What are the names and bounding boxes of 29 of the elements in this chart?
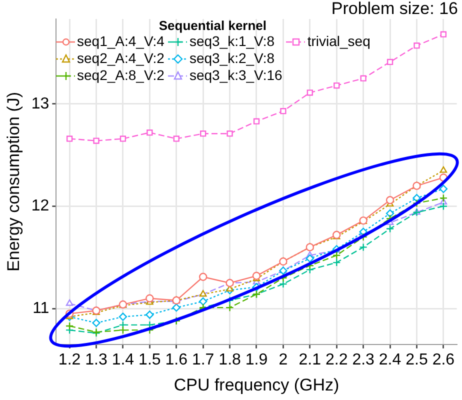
x-tick-label: 2.1 xyxy=(298,351,322,368)
legend-title: Sequential kernel xyxy=(158,18,268,33)
legend-label: seq3_k:2_V:8 xyxy=(189,50,275,67)
x-tick-label: 1.3 xyxy=(85,351,108,368)
x-tick-label: 1.7 xyxy=(192,351,214,368)
x-tick-label: 1.8 xyxy=(218,351,242,368)
legend-label: trivial_seq xyxy=(307,33,370,50)
y-tick-label: 11 xyxy=(32,300,50,317)
x-tick-label: 2.3 xyxy=(352,351,375,368)
x-tick-label: 2.6 xyxy=(432,351,455,368)
x-axis-title: CPU frequency (GHz) xyxy=(174,375,340,394)
x-tick-label: 2 xyxy=(278,351,288,368)
x-tick-label: 2.5 xyxy=(406,351,428,368)
legend-label: seq3_k:1_V:8 xyxy=(189,33,275,50)
x-tick-label: 1.2 xyxy=(58,351,81,368)
x-tick-label: 1.5 xyxy=(138,351,161,368)
y-axis-title: Energy consumption (J) xyxy=(4,92,23,272)
x-tick-label: 2.4 xyxy=(378,351,402,368)
legend-label: seq3_k:3_V:16 xyxy=(189,67,282,84)
legend-label: seq1_A:4_V:4 xyxy=(77,33,164,50)
legend-label: seq2_A:4_V:2 xyxy=(77,50,164,67)
x-tick-label: 1.4 xyxy=(112,351,134,368)
x-tick-label: 2.2 xyxy=(325,351,348,368)
y-tick-label: 12 xyxy=(31,198,50,215)
legend-label: seq2_A:8_V:2 xyxy=(77,67,164,84)
chart-title: Problem size: 16 xyxy=(331,0,458,18)
y-tick-label: 13 xyxy=(31,95,50,112)
x-tick-label: 1.6 xyxy=(165,351,188,368)
x-tick-label: 1.9 xyxy=(245,351,268,368)
